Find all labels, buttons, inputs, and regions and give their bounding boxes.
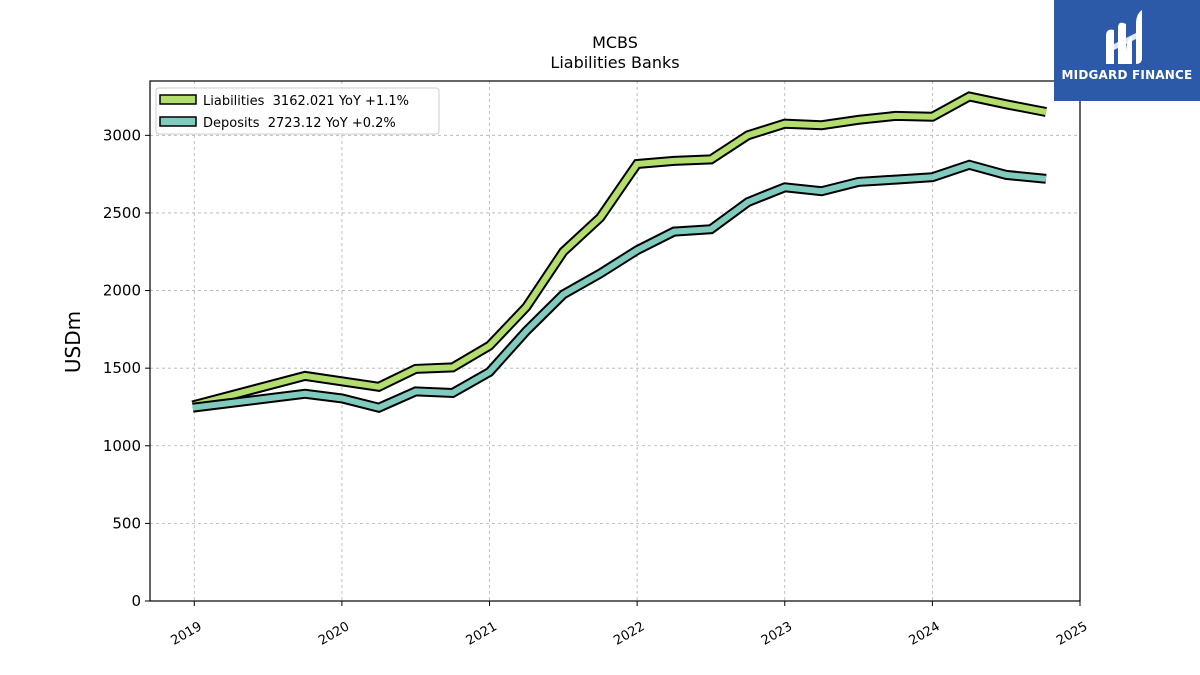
legend-swatch-deposits — [159, 116, 197, 127]
legend-swatch-liabilities — [159, 94, 197, 105]
x-tick-label: 2019 — [168, 619, 204, 649]
y-tick-label: 3000 — [103, 126, 141, 144]
brand-name: MIDGARD FINANCE — [1061, 68, 1193, 82]
y-tick-label: 500 — [112, 514, 141, 532]
y-axis-label: USDm — [61, 311, 85, 373]
legend-label-liabilities: Liabilities 3162.021 YoY +1.1% — [203, 94, 409, 109]
series-line-outline-liabilities — [191, 91, 1047, 411]
midgard-logo-icon — [1106, 10, 1142, 65]
x-tick-label: 2021 — [464, 619, 500, 649]
x-tick-label: 2020 — [316, 619, 352, 649]
brand-logo: MIDGARD FINANCE — [1054, 0, 1200, 101]
legend-frame — [155, 87, 440, 135]
y-tick-label: 1500 — [103, 359, 141, 377]
series-line-deposits — [192, 161, 1047, 411]
legend-label-deposits: Deposits 2723.12 YoY +0.2% — [203, 116, 396, 131]
x-tick-label: 2025 — [1054, 619, 1090, 649]
x-tick-label: 2022 — [611, 619, 647, 649]
grid — [150, 81, 1081, 602]
y-tick-label: 2000 — [103, 282, 141, 300]
y-tick-label: 1000 — [103, 437, 141, 455]
series-layer — [191, 91, 1047, 413]
y-tick-label: 2500 — [103, 204, 141, 222]
legend: Liabilities 3162.021 YoY +1.1% Deposits … — [155, 87, 440, 135]
chart-title: MCBS — [592, 33, 638, 52]
axis-ticks: 0 500 1000 1500 2000 2500 3000 2019 2020 2021 2022… — [103, 126, 1091, 648]
y-tick-label: 0 — [131, 592, 141, 610]
x-tick-label: 2024 — [907, 619, 943, 649]
series-line-outline-deposits — [192, 159, 1047, 413]
series-line-liabilities — [192, 93, 1047, 409]
x-tick-label: 2023 — [759, 619, 795, 649]
plot-frame — [149, 80, 1081, 602]
chart-subtitle: Liabilities Banks — [550, 53, 679, 72]
